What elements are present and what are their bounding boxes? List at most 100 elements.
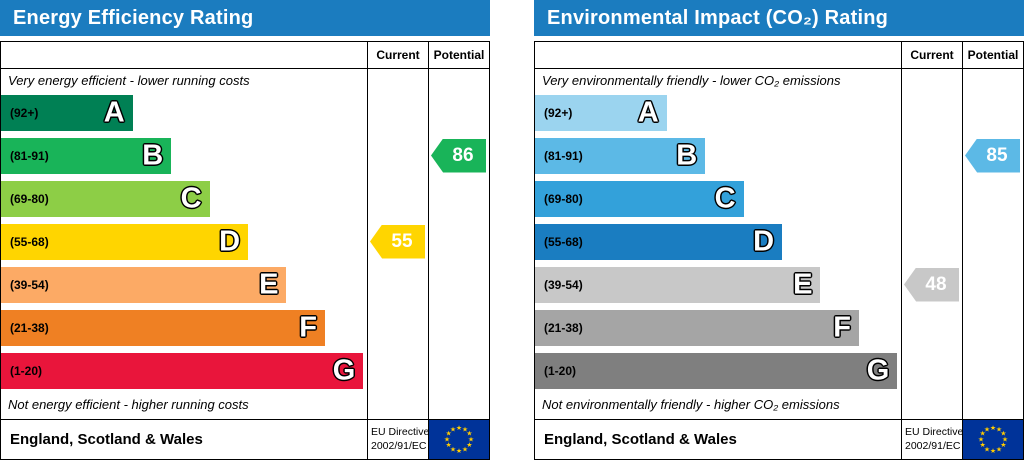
band-range-label: (69-80) [544, 191, 583, 206]
band-row-g: (1-20) G [1, 349, 367, 392]
band-range-label: (81-91) [544, 148, 583, 163]
band-bar-e: (39-54) E [535, 266, 821, 303]
directive-line1: EU Directive [905, 425, 964, 438]
band-row-d: (55-68) D [535, 220, 901, 263]
band-range-label: (21-38) [10, 320, 49, 335]
band-row-e: (39-54) E [1, 263, 367, 306]
band-bar-b: (81-91) B [1, 137, 172, 174]
eu-flag-stars: ★ ★ ★ ★ ★ ★ ★ ★ ★ ★ ★ ★ [978, 424, 1008, 455]
svg-text:★: ★ [450, 426, 456, 434]
band-range-label: (92+) [544, 105, 573, 120]
band-grade-letter: F [833, 311, 851, 343]
eu-flag-stars: ★ ★ ★ ★ ★ ★ ★ ★ ★ ★ ★ ★ [444, 424, 474, 455]
directive-line1: EU Directive [371, 425, 430, 438]
eu-flag-icon: ★ ★ ★ ★ ★ ★ ★ ★ ★ ★ ★ ★ [963, 420, 1023, 459]
svg-text:★: ★ [984, 445, 990, 453]
band-row-b: (81-91) B [1, 134, 367, 177]
band-grade-letter: C [714, 182, 736, 214]
svg-text:★: ★ [996, 426, 1002, 434]
potential-col: 86 [428, 69, 489, 419]
current-rating-arrow: 48 [904, 267, 959, 302]
band-bar-d: (55-68) D [1, 223, 249, 260]
potential-rating-arrow: 85 [965, 138, 1020, 173]
band-grade-letter: C [180, 182, 202, 214]
band-bar-c: (69-80) C [535, 180, 744, 217]
band-range-label: (81-91) [10, 148, 49, 163]
svg-text:★: ★ [456, 424, 462, 432]
band-bar-f: (21-38) F [1, 309, 325, 346]
band-grade-letter: E [259, 268, 279, 300]
footer-region: England, Scotland & Wales [535, 419, 901, 459]
band-row-e: (39-54) E [535, 263, 901, 306]
svg-text:★: ★ [996, 445, 1002, 453]
panel-header: Environmental Impact (CO₂) Rating [534, 0, 1024, 36]
chart-area: Very energy efficient - lower running co… [1, 69, 367, 419]
potential-column-header: Potential [428, 42, 489, 69]
band-range-label: (39-54) [10, 277, 49, 292]
band-range-label: (1-20) [10, 363, 43, 378]
bottom-note: Not environmentally friendly - higher CO… [542, 397, 840, 412]
band-row-c: (69-80) C [1, 177, 367, 220]
band-grade-letter: D [219, 225, 241, 257]
footer-directive: EU Directive 2002/91/EC [901, 419, 964, 459]
band-bar-e: (39-54) E [1, 266, 287, 303]
bands: (92+) A (81-91) B (69-80) C (55-68) D (39-54) E (2… [535, 91, 901, 392]
rating-table: Current Potential Very energy efficient … [0, 41, 490, 460]
band-row-b: (81-91) B [535, 134, 901, 177]
bands: (92+) A (81-91) B (69-80) C (55-68) D (39-54) E (2… [1, 91, 367, 392]
panel-title: Energy Efficiency Rating [13, 6, 254, 29]
band-range-label: (55-68) [10, 234, 49, 249]
directive-line2: 2002/91/EC [371, 439, 427, 452]
svg-text:★: ★ [1000, 441, 1006, 449]
potential-col: 85 [962, 69, 1023, 419]
band-range-label: (21-38) [544, 320, 583, 335]
band-bar-d: (55-68) D [535, 223, 783, 260]
svg-text:★: ★ [1000, 430, 1006, 438]
svg-text:★: ★ [979, 441, 985, 449]
band-row-d: (55-68) D [1, 220, 367, 263]
band-range-label: (55-68) [544, 234, 583, 249]
band-grade-letter: B [676, 139, 698, 171]
footer-flag-cell: ★ ★ ★ ★ ★ ★ ★ ★ ★ ★ ★ ★ [428, 419, 489, 459]
svg-text:★: ★ [444, 436, 450, 444]
svg-text:★: ★ [462, 445, 468, 453]
band-grade-letter: F [299, 311, 317, 343]
band-grade-letter: G [332, 354, 356, 386]
band-range-label: (1-20) [544, 363, 577, 378]
top-note: Very environmentally friendly - lower CO… [542, 72, 841, 88]
svg-text:★: ★ [990, 424, 996, 432]
band-row-a: (92+) A [1, 91, 367, 134]
chart-area: Very environmentally friendly - lower CO… [535, 69, 901, 419]
current-column-header: Current [901, 42, 962, 69]
potential-column-header: Potential [962, 42, 1023, 69]
svg-text:★: ★ [466, 430, 472, 438]
band-row-f: (21-38) F [1, 306, 367, 349]
current-col: 48 [901, 69, 962, 419]
band-range-label: (92+) [10, 105, 39, 120]
rating-table: Current Potential Very environmentally f… [534, 41, 1024, 460]
current-col: 55 [367, 69, 428, 419]
svg-text:★: ★ [1002, 436, 1008, 444]
footer-flag-cell: ★ ★ ★ ★ ★ ★ ★ ★ ★ ★ ★ ★ [962, 419, 1023, 459]
band-bar-f: (21-38) F [535, 309, 859, 346]
svg-text:★: ★ [990, 447, 996, 455]
band-grade-letter: A [103, 96, 125, 128]
table-head-spacer [1, 42, 367, 69]
svg-text:★: ★ [445, 441, 451, 449]
svg-text:★: ★ [450, 445, 456, 453]
band-bar-a: (92+) A [535, 94, 667, 131]
svg-text:★: ★ [979, 430, 985, 438]
current-column-header: Current [367, 42, 428, 69]
band-grade-letter: E [793, 268, 813, 300]
band-bar-b: (81-91) B [535, 137, 706, 174]
band-grade-letter: B [142, 139, 164, 171]
band-grade-letter: A [637, 96, 659, 128]
band-bar-a: (92+) A [1, 94, 133, 131]
band-range-label: (39-54) [544, 277, 583, 292]
panel-title: Environmental Impact (CO₂) Rating [547, 6, 889, 29]
band-row-c: (69-80) C [535, 177, 901, 220]
current-rating-arrow: 55 [370, 224, 425, 259]
energy-efficiency-rating-panel: Energy Efficiency Rating Current Potenti… [0, 0, 490, 460]
table-head-spacer [535, 42, 901, 69]
